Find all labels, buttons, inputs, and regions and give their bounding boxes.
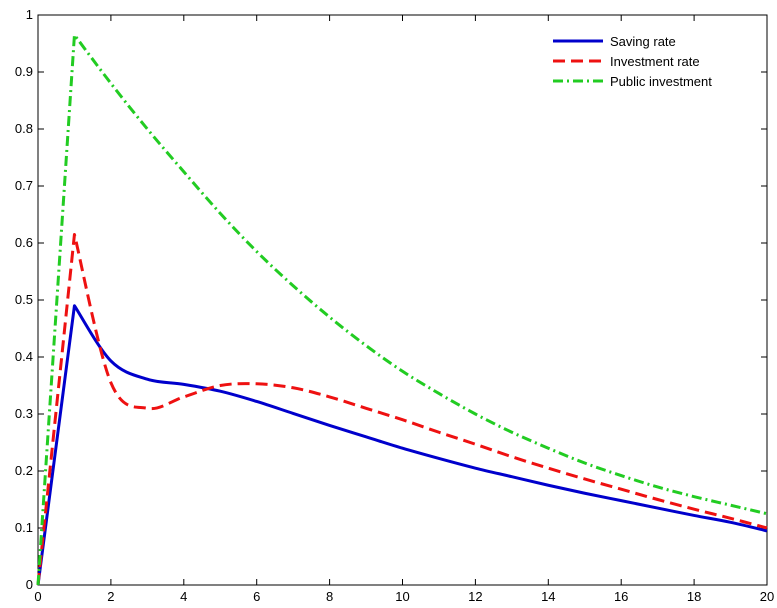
y-tick-label: 0.6 xyxy=(15,235,33,250)
x-tick-label: 0 xyxy=(34,589,41,604)
legend: Saving rate Investment rate Public investm… xyxy=(532,27,754,99)
y-tick-label: 0.8 xyxy=(15,121,33,136)
y-tick-label: 0.7 xyxy=(15,178,33,193)
x-tick-label: 10 xyxy=(395,589,409,604)
x-tick-label: 16 xyxy=(614,589,628,604)
x-tick-label: 4 xyxy=(180,589,187,604)
x-tick-label: 6 xyxy=(253,589,260,604)
x-tick-label: 14 xyxy=(541,589,555,604)
y-tick-label: 0.4 xyxy=(15,349,33,364)
axis-tick-labels: 0 2 4 6 8 10 12 14 16 18 20 0 0.1 0.2 0.3 0.4 0.5 0.6 0.7 0… xyxy=(15,7,774,604)
x-tick-label: 20 xyxy=(760,589,774,604)
y-tick-label: 0.9 xyxy=(15,64,33,79)
x-tick-label: 18 xyxy=(687,589,701,604)
x-tick-label: 12 xyxy=(468,589,482,604)
y-tick-label: 0.2 xyxy=(15,463,33,478)
x-tick-label: 2 xyxy=(107,589,114,604)
y-tick-label: 0 xyxy=(26,577,33,592)
y-tick-label: 0.1 xyxy=(15,520,33,535)
x-tick-label: 8 xyxy=(326,589,333,604)
y-tick-label: 1 xyxy=(26,7,33,22)
y-tick-label: 0.3 xyxy=(15,406,33,421)
legend-box xyxy=(532,27,754,99)
legend-label: Saving rate xyxy=(610,34,676,49)
legend-items: Saving rate Investment rate Public investm… xyxy=(553,34,712,89)
series-line-3 xyxy=(36,33,768,586)
legend-label: Public investment xyxy=(610,74,712,89)
y-tick-label: 0.5 xyxy=(15,292,33,307)
series-lines xyxy=(36,33,768,586)
plot-area xyxy=(37,14,768,586)
series-line-1 xyxy=(36,304,768,586)
series-line-2 xyxy=(36,232,768,586)
legend-label: Investment rate xyxy=(610,54,700,69)
